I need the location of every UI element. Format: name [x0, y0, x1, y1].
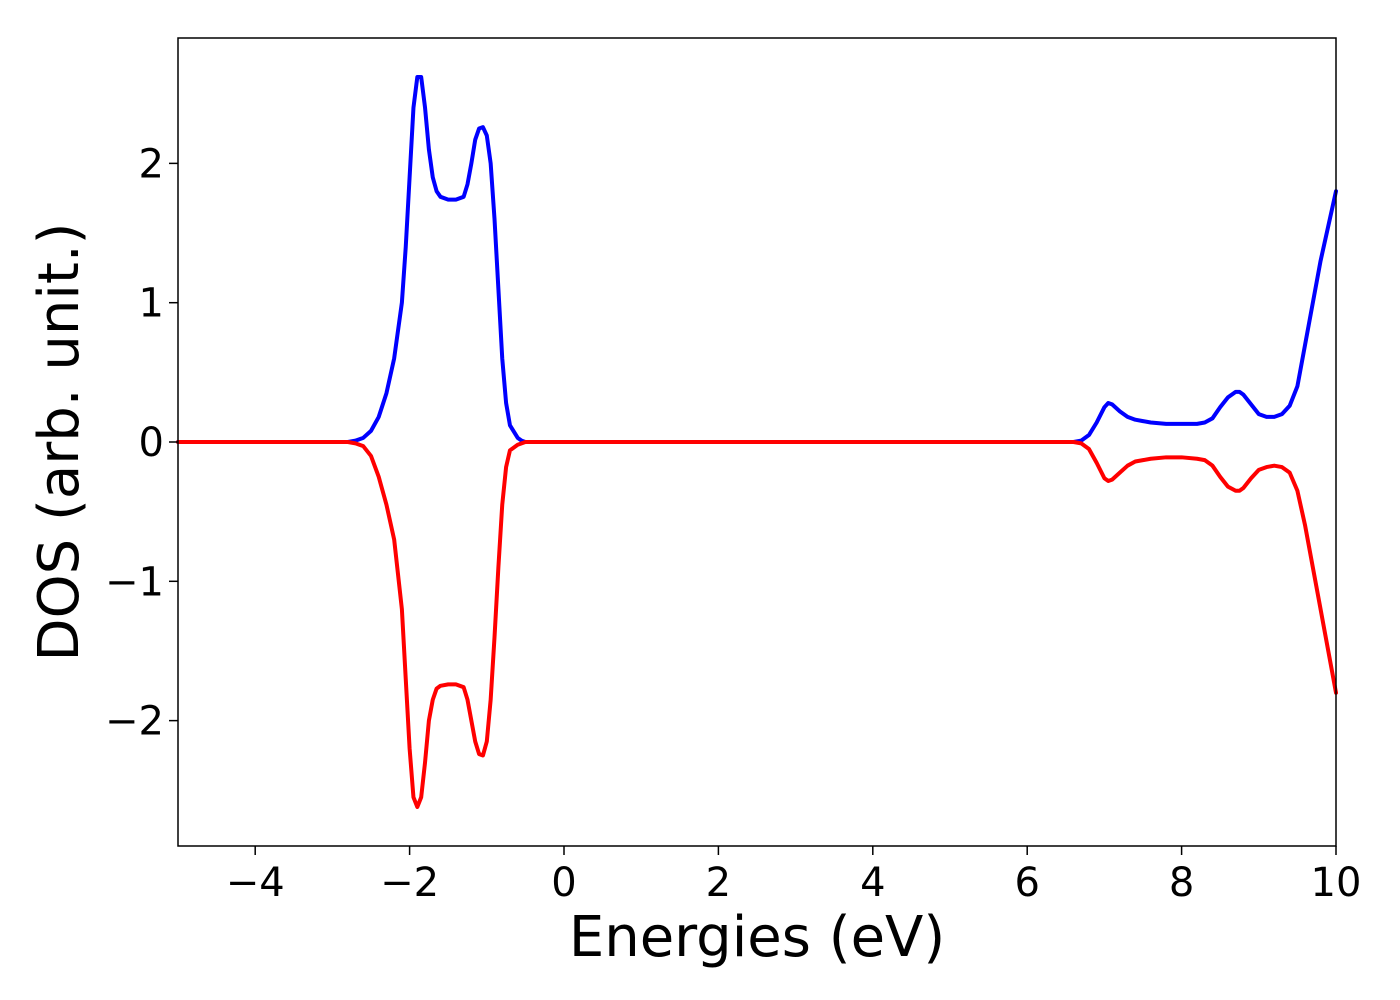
y-tick-label: −1: [105, 559, 164, 605]
x-tick-label: 0: [551, 860, 576, 906]
series-lines: [176, 75, 1338, 809]
y-tick-label: −2: [105, 699, 164, 745]
x-tick-label: 8: [1169, 860, 1194, 906]
y-tick-label: 2: [139, 141, 164, 187]
series-line-2: [176, 440, 1338, 809]
x-tick-label: 10: [1311, 860, 1362, 906]
y-axis-label: DOS (arb. unit.): [27, 222, 92, 661]
x-tick-label: 2: [706, 860, 731, 906]
x-tick-label: 6: [1014, 860, 1039, 906]
x-axis-label: Energies (eV): [569, 905, 945, 970]
axis-tick-labels: −4 −2 0 2 4 6 8 10 −2 −1 0 1 2: [105, 141, 1361, 906]
y-tick-label: 1: [139, 281, 164, 327]
x-tick-label: −2: [380, 860, 439, 906]
x-tick-label: −4: [226, 860, 285, 906]
y-tick-label: 0: [139, 420, 164, 466]
x-tick-label: 4: [860, 860, 885, 906]
axis-ticks: [169, 162, 1337, 855]
